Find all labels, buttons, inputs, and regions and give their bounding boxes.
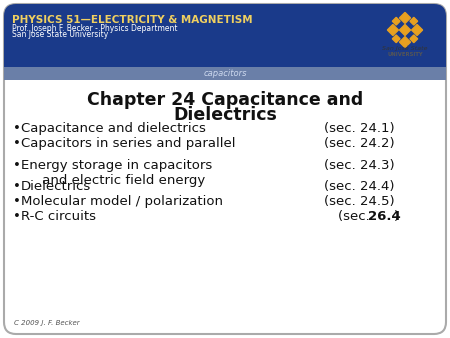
Text: Energy storage in capacitors
     and electric field energy: Energy storage in capacitors and electri… [21,159,212,187]
Polygon shape [400,13,410,23]
Text: San José State: San José State [382,45,428,51]
Bar [4,67,446,80]
Polygon shape [392,35,400,43]
Text: (sec. 24.4): (sec. 24.4) [324,180,395,193]
Polygon shape [387,24,398,35]
Text: (sec. 24.2): (sec. 24.2) [324,137,395,150]
Text: (sec.: (sec. [338,210,374,223]
Polygon shape [400,37,410,48]
Text: •: • [13,159,21,172]
Text: C 2009 J. F. Becker: C 2009 J. F. Becker [14,320,80,326]
Text: •: • [13,195,21,208]
Text: PHYSICS 51—ELECTRICITY & MAGNETISM: PHYSICS 51—ELECTRICITY & MAGNETISM [12,15,252,25]
Text: capacitors: capacitors [203,69,247,78]
Bar [4,40,446,75]
Text: UNIVERSITY: UNIVERSITY [387,52,423,57]
Text: 26.4: 26.4 [368,210,401,223]
Text: ): ) [394,210,399,223]
Text: San Jose State University: San Jose State University [12,30,108,39]
Polygon shape [400,24,410,35]
FancyBboxPatch shape [4,4,446,75]
Text: •: • [13,137,21,150]
Polygon shape [410,35,418,43]
Text: Molecular model / polarization: Molecular model / polarization [21,195,223,208]
Text: Capacitors in series and parallel: Capacitors in series and parallel [21,137,235,150]
Text: •: • [13,210,21,223]
Text: Prof. Joseph F. Becker - Physics Department: Prof. Joseph F. Becker - Physics Departm… [12,24,177,33]
Polygon shape [412,24,423,35]
Text: R-C circuits: R-C circuits [21,210,96,223]
Text: •: • [13,180,21,193]
FancyBboxPatch shape [4,4,446,334]
Text: Chapter 24 Capacitance and: Chapter 24 Capacitance and [87,91,363,109]
Polygon shape [410,17,418,25]
Text: (sec. 24.1): (sec. 24.1) [324,122,395,135]
Text: (sec. 24.3): (sec. 24.3) [324,159,395,172]
Text: Dielectrics: Dielectrics [173,106,277,124]
Text: Dielectrics: Dielectrics [21,180,91,193]
Text: Capacitance and dielectrics: Capacitance and dielectrics [21,122,206,135]
Text: •: • [13,122,21,135]
Polygon shape [392,17,400,25]
Text: (sec. 24.5): (sec. 24.5) [324,195,395,208]
